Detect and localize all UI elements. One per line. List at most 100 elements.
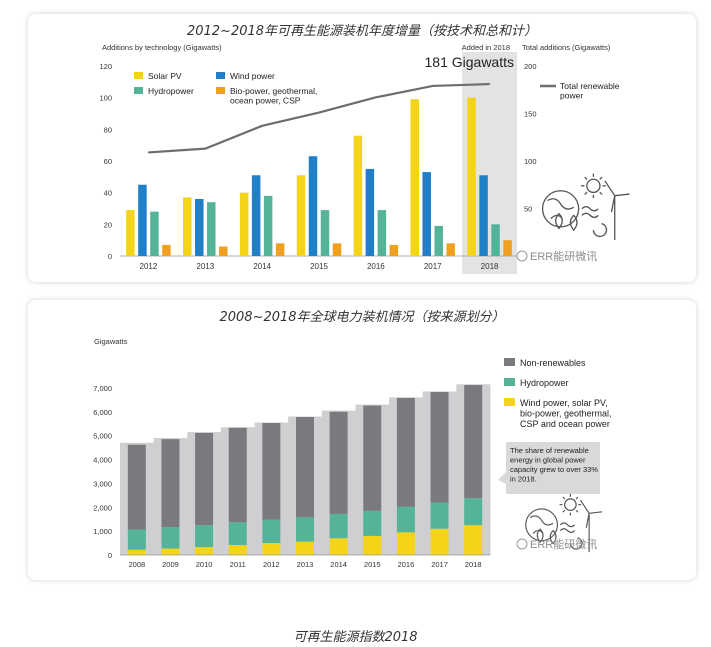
bar-non-renewables-2009 bbox=[161, 439, 180, 528]
callout-text: The share of renewable energy in global p… bbox=[510, 446, 598, 484]
chart1-x-tick-2014: 2014 bbox=[253, 262, 271, 271]
chart1-wind-waves-icon bbox=[581, 206, 599, 219]
chart1-y-tick-20: 20 bbox=[104, 220, 112, 229]
chart1-recycle-icon bbox=[592, 222, 608, 238]
chart1-y-tick-120: 120 bbox=[99, 62, 112, 71]
bar-non-renewables-2010 bbox=[195, 432, 214, 526]
bar-hydropower-2012 bbox=[150, 211, 159, 256]
bar-hydropower-2013 bbox=[207, 202, 216, 256]
chart2-x-tick-2010: 2010 bbox=[196, 560, 213, 569]
chart2-y-tick-5000: 5,000 bbox=[93, 432, 112, 441]
chart1-x-tick-2016: 2016 bbox=[367, 262, 385, 271]
chart2-svg: Gigawatts 0 1,000 2,000 3,000 4,000 5,000 6,000… bbox=[93, 337, 612, 569]
bar-hydropower-2009 bbox=[161, 527, 180, 549]
bar-hydropower-2012 bbox=[262, 519, 281, 544]
bar-wind-power-solar-pv-bio--2014 bbox=[329, 538, 348, 555]
bar-bio-power-geothermal-ocean-power-csp-2014 bbox=[275, 243, 285, 256]
chart2-x-tick-2018: 2018 bbox=[465, 560, 482, 569]
line-point-2013 bbox=[204, 148, 206, 150]
chart-panel-global-capacity: 2008~2018年全球电力装机情况（按来源划分） Gigawatts 0 1,00… bbox=[28, 300, 696, 580]
chart1-y2-tick-150: 150 bbox=[524, 110, 537, 119]
line-point-2016 bbox=[375, 96, 377, 98]
bar-wind-power-solar-pv-bio--2013 bbox=[296, 541, 314, 555]
chart2-x-tick-2017: 2017 bbox=[431, 560, 448, 569]
chart1-x-tick-2017: 2017 bbox=[424, 262, 442, 271]
chart1-sun-ray-icon bbox=[584, 191, 588, 196]
bar-bio-power-geothermal-ocean-power-csp-2015 bbox=[332, 243, 342, 256]
chart2-y-tick-7000: 7,000 bbox=[93, 384, 112, 393]
bar-hydropower-2018 bbox=[491, 224, 500, 256]
bar-hydropower-2017 bbox=[434, 225, 443, 256]
bar-hydropower-2011 bbox=[228, 522, 247, 545]
chart2-sun-ray-icon bbox=[575, 509, 579, 513]
chart2-x-tick-2015: 2015 bbox=[364, 560, 381, 569]
bar-wind-power-2018 bbox=[479, 175, 488, 256]
figure-caption: 可再生能源指数2018 bbox=[293, 630, 418, 645]
bar-hydropower-2013 bbox=[296, 517, 314, 542]
chart1-watermark: ERR能研微讯 bbox=[516, 249, 597, 263]
chart2-recycle-icon bbox=[569, 537, 583, 550]
chart1-y-tick-40: 40 bbox=[104, 189, 112, 198]
chart2-y-tick-0: 0 bbox=[108, 551, 112, 560]
bar-hydropower-2018 bbox=[464, 498, 483, 526]
legend-swatch-bio-power-geothermal-ocean-power-csp bbox=[216, 87, 225, 94]
bar-wind-power-2014 bbox=[251, 175, 261, 256]
bar-wind-power-2016 bbox=[365, 168, 375, 256]
chart2-wind-waves-icon bbox=[559, 522, 576, 533]
chart2-x-tick-2012: 2012 bbox=[263, 560, 280, 569]
chart2-x-tick-2016: 2016 bbox=[398, 560, 415, 569]
line-point-2012 bbox=[147, 151, 150, 154]
legend2-label-wind-power-solar-pv-bio-: Wind power, solar PV, bio-power, geotherm… bbox=[520, 398, 612, 429]
bar-non-renewables-2012 bbox=[262, 422, 281, 520]
line-total-renewable-power bbox=[148, 82, 490, 154]
chart2-x-tick-2014: 2014 bbox=[330, 560, 347, 569]
bar-wind-power-2013 bbox=[195, 199, 204, 256]
chart1-y2-tick-50: 50 bbox=[524, 205, 532, 214]
bar-solar-pv-2016 bbox=[353, 135, 363, 256]
bar-non-renewables-2014 bbox=[329, 411, 348, 514]
bar-wind-power-solar-pv-bio--2015 bbox=[363, 535, 382, 555]
chart2-y-tick-6000: 6,000 bbox=[93, 408, 112, 417]
chart2-watermark-text: ERR能研微讯 bbox=[530, 537, 597, 551]
legend2-swatch-non-renewables bbox=[504, 358, 515, 366]
bar-solar-pv-2017 bbox=[410, 99, 419, 256]
chart1-watermark-text: ERR能研微讯 bbox=[530, 249, 597, 263]
chart1-y-axis-label: Additions by technology (Gigawatts) bbox=[102, 43, 222, 52]
chart2-sun-ray-icon bbox=[575, 496, 579, 500]
bar-wind-power-solar-pv-bio--2011 bbox=[228, 544, 247, 555]
legend-label-bio-power-geothermal-ocean-power-csp: Bio-power, geothermal, ocean power, CSP bbox=[230, 86, 317, 106]
callout-pointer bbox=[498, 472, 506, 484]
chart1-x-tick-2012: 2012 bbox=[140, 262, 158, 271]
bar-non-renewables-2018 bbox=[464, 385, 483, 499]
bar-wind-power-solar-pv-bio--2009 bbox=[161, 548, 180, 555]
chart1-leaf-icon bbox=[555, 212, 578, 232]
legend-label-hydropower: Hydropower bbox=[148, 86, 194, 96]
chart1-icon bbox=[541, 173, 630, 240]
bar-non-renewables-2016 bbox=[396, 397, 415, 507]
chart1-x-tick-2018: 2018 bbox=[481, 262, 499, 271]
chart2-sun-icon bbox=[564, 498, 577, 511]
bar-hydropower-2015 bbox=[363, 510, 382, 536]
bar-hydropower-2014 bbox=[263, 195, 273, 256]
bar-solar-pv-2012 bbox=[126, 210, 135, 256]
bar-wind-power-solar-pv-bio--2017 bbox=[430, 528, 449, 555]
bar-wind-power-2015 bbox=[308, 156, 318, 256]
chart2-y-tick-2000: 2,000 bbox=[93, 503, 112, 512]
bar-hydropower-2014 bbox=[329, 513, 348, 539]
chart1-sun-ray-icon bbox=[599, 176, 603, 180]
chart2-x-tick-2009: 2009 bbox=[162, 560, 179, 569]
chart1-title: 2012~2018年可再生能源装机年度增量（按技术和总和计） bbox=[186, 24, 538, 39]
chart2-sun-ray-icon bbox=[562, 496, 566, 500]
chart2-x-tick-2008: 2008 bbox=[128, 560, 145, 569]
bar-hydropower-2017 bbox=[430, 502, 449, 529]
legend2-swatch-hydropower bbox=[504, 378, 515, 386]
chart1-globe-icon bbox=[541, 190, 580, 228]
chart2-globe-icon bbox=[525, 508, 559, 542]
chart1-y-tick-80: 80 bbox=[104, 125, 112, 134]
chart1-sun-ray-icon bbox=[599, 191, 603, 196]
bar-wind-power-solar-pv-bio--2018 bbox=[464, 525, 483, 555]
chart2-watermark-icon bbox=[516, 538, 528, 550]
bar-non-renewables-2011 bbox=[228, 427, 247, 523]
chart2-turbine-blades-icon bbox=[580, 500, 603, 528]
bar-wind-power-2017 bbox=[422, 172, 431, 256]
